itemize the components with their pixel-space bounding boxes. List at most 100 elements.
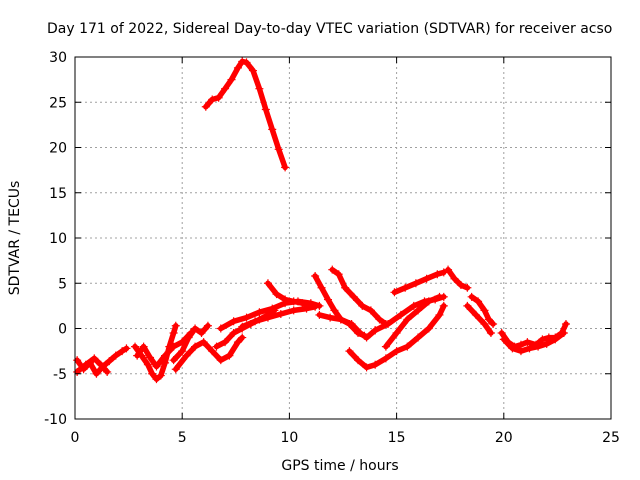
x-tick-label: 10: [280, 430, 298, 446]
series-line: [329, 266, 389, 327]
data-point-marker: [480, 319, 489, 328]
data-point-marker: [229, 317, 238, 326]
data-point-marker: [499, 335, 508, 344]
series-line: [445, 266, 471, 291]
data-point-marker: [255, 84, 264, 93]
data-point-marker: [73, 367, 82, 376]
series-s20: [463, 301, 495, 338]
data-point-marker: [197, 329, 206, 338]
data-point-marker: [212, 342, 221, 351]
data-point-marker: [242, 58, 251, 67]
data-point-marker: [251, 317, 260, 326]
data-point-marker: [96, 360, 105, 369]
series-s3: [131, 321, 180, 384]
series-s17: [390, 268, 448, 297]
x-tick-label: 25: [602, 430, 620, 446]
data-point-marker: [542, 339, 551, 348]
data-point-marker: [439, 292, 448, 301]
data-point-marker: [268, 304, 277, 313]
data-point-marker: [358, 301, 367, 310]
data-point-marker: [559, 329, 568, 338]
data-point-marker: [233, 338, 242, 347]
data-point-marker: [401, 283, 410, 292]
y-tick-label: 5: [58, 276, 67, 292]
data-point-marker: [486, 329, 495, 338]
x-tick-label: 5: [178, 430, 187, 446]
data-point-marker: [191, 342, 200, 351]
data-point-marker: [371, 360, 380, 369]
data-point-marker: [152, 362, 161, 371]
series-s5: [169, 321, 212, 365]
data-point-marker: [81, 360, 90, 369]
data-point-marker: [148, 369, 157, 378]
data-point-marker: [281, 163, 290, 172]
data-point-marker: [381, 354, 390, 363]
series-s4: [133, 329, 195, 371]
data-point-marker: [330, 306, 339, 315]
data-point-marker: [384, 319, 393, 328]
data-point-marker: [133, 351, 142, 360]
data-point-marker: [238, 322, 247, 331]
data-point-marker: [403, 315, 412, 324]
data-point-marker: [298, 299, 307, 308]
data-point-marker: [474, 297, 483, 306]
data-point-marker: [118, 347, 127, 356]
data-point-marker: [199, 338, 208, 347]
data-point-marker: [233, 63, 242, 72]
y-tick-label: -10: [44, 412, 67, 428]
data-point-marker: [480, 306, 489, 315]
data-point-marker: [409, 301, 418, 310]
y-tick-label: 30: [49, 50, 67, 66]
data-point-marker: [471, 310, 480, 319]
series-s19: [467, 292, 498, 328]
series-s13: [328, 265, 390, 328]
data-point-marker: [90, 354, 99, 363]
data-point-marker: [381, 342, 390, 351]
x-tick-label: 15: [388, 430, 406, 446]
data-point-marker: [143, 360, 152, 369]
data-point-marker: [169, 356, 178, 365]
data-point-marker: [349, 292, 358, 301]
grid-lines: [75, 57, 611, 419]
data-point-marker: [221, 338, 230, 347]
data-point-marker: [131, 342, 140, 351]
data-point-marker: [534, 342, 543, 351]
data-point-marker: [390, 288, 399, 297]
y-tick-label: 25: [49, 95, 67, 111]
data-point-marker: [227, 75, 236, 84]
data-point-marker: [489, 319, 498, 328]
y-tick-label: 15: [49, 186, 67, 202]
data-point-marker: [178, 347, 187, 356]
data-point-marker: [289, 306, 298, 315]
y-tick-label: 20: [49, 141, 67, 157]
data-point-marker: [171, 321, 180, 330]
data-point-marker: [225, 351, 234, 360]
data-point-marker: [336, 315, 345, 324]
data-point-marker: [73, 356, 82, 365]
data-point-marker: [156, 371, 165, 380]
data-point-marker: [444, 265, 453, 274]
data-point-marker: [341, 283, 350, 292]
data-point-marker: [268, 125, 277, 134]
y-tick-label: 0: [58, 322, 67, 338]
series-s6: [171, 333, 247, 374]
y-tick-labels: -10 -5 0 5 10 15 20 25 30: [44, 50, 67, 428]
data-point-marker: [516, 347, 525, 356]
data-point-marker: [103, 367, 112, 376]
series-s23: [201, 57, 290, 172]
data-point-marker: [525, 344, 534, 353]
series-s16: [371, 292, 448, 335]
chart-title: Day 171 of 2022, Sidereal Day-to-day VTE…: [47, 21, 612, 37]
series-line: [391, 269, 447, 296]
data-point-marker: [229, 329, 238, 338]
data-point-marker: [366, 306, 375, 315]
series-s22: [499, 329, 568, 356]
x-axis-label: GPS time / hours: [281, 458, 398, 474]
data-point-marker: [221, 84, 230, 93]
data-point-marker: [272, 290, 281, 299]
data-point-marker: [311, 272, 320, 281]
data-point-marker: [238, 333, 247, 342]
data-point-marker: [484, 315, 493, 324]
series-line: [170, 323, 211, 363]
